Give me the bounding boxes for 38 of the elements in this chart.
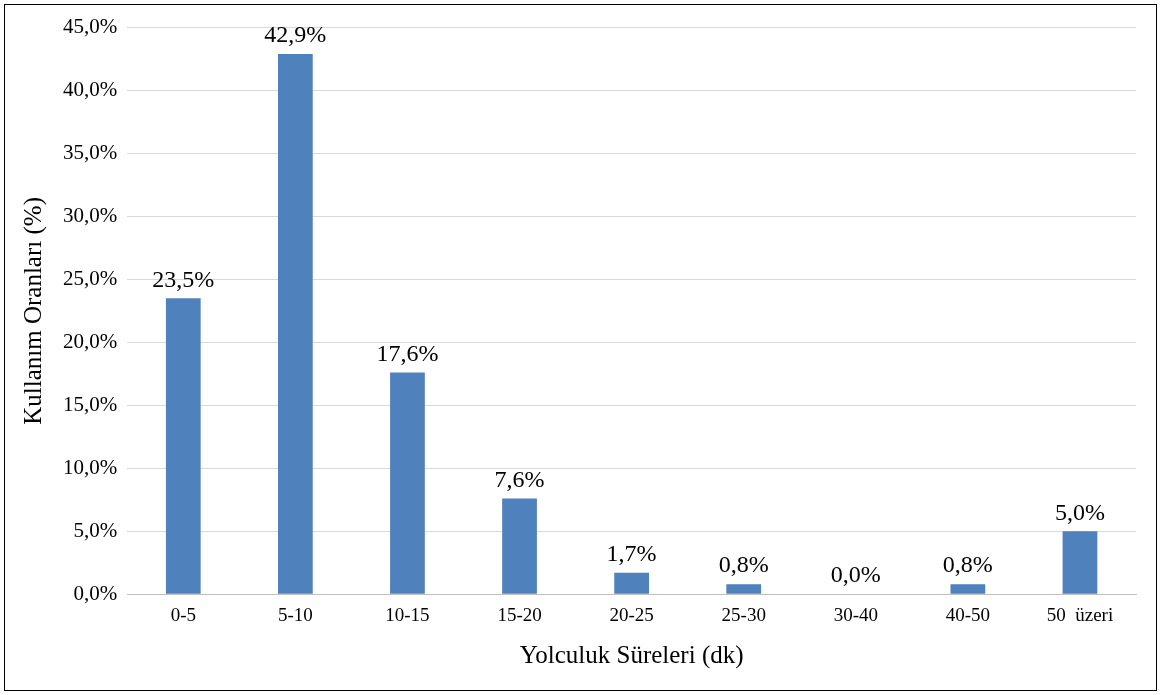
x-tick-label: 15-20 [497,603,542,625]
y-tick-label: 30,0% [62,202,118,227]
x-tick-label: 10-15 [385,603,430,625]
y-tick-label: 25,0% [62,265,118,290]
data-label: 5,0% [1054,498,1105,525]
data-label: 0,8% [942,551,993,578]
bar [390,372,425,594]
data-label: 23,5% [152,265,215,292]
data-label: 42,9% [264,21,327,48]
x-tick-label: 40-50 [945,603,991,625]
bar [502,498,537,594]
bar [278,54,313,594]
data-label: 7,6% [494,465,545,492]
y-tick-label: 20,0% [62,328,118,353]
y-axis-title: Kullanım Oranları (%) [18,197,47,425]
bar [165,298,201,594]
y-tick-label: 15,0% [62,391,118,416]
x-tick-label: 25-30 [721,603,766,625]
bar [1062,531,1098,594]
y-tick-label: 45,0% [62,14,118,39]
data-label: 0,0% [830,561,881,588]
x-tick-label: 0-5 [170,603,196,625]
y-tick-label: 40,0% [62,77,118,102]
y-tick-label: 0,0% [73,580,118,605]
data-label: 0,8% [718,551,769,578]
bar [726,584,762,594]
x-tick-label: 20-25 [609,603,654,625]
bar [614,572,649,594]
y-tick-label: 5,0% [73,517,118,542]
y-tick-label: 35,0% [62,140,118,165]
y-tick-label: 10,0% [62,454,118,479]
x-tick-label: 5-10 [277,603,313,625]
data-label: 1,7% [606,540,657,567]
x-tick-label: 50 üzeri [1046,603,1114,625]
x-tick-label: 30-40 [833,603,878,625]
bar [950,584,986,594]
data-label: 17,6% [376,339,439,366]
x-axis-title: Yolculuk Süreleri (dk) [519,640,744,669]
